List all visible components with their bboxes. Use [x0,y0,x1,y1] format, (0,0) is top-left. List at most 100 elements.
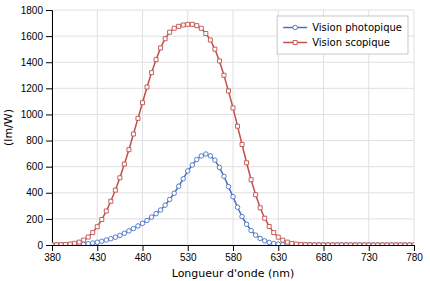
marker [326,243,331,245]
legend-marker [293,25,298,30]
tick: 780 [406,245,423,263]
marker [380,243,384,245]
marker [109,236,114,241]
marker [195,24,199,28]
grid-line [142,10,143,245]
marker [407,243,412,245]
tick-label: 1200 [21,83,44,94]
marker [176,184,181,189]
tick: 730 [361,245,378,263]
marker [64,242,68,245]
tick-label: 600 [26,161,43,172]
line [52,24,414,245]
marker [181,23,185,27]
marker [412,243,414,245]
tick: 1400 [21,57,52,68]
marker [389,243,393,245]
tick: 430 [89,245,106,263]
marker [217,165,222,170]
marker [52,243,54,245]
marker [204,32,208,36]
marker [322,243,326,245]
marker [213,47,217,51]
grid-line [52,140,414,141]
marker [253,233,258,238]
grid-line [52,114,414,115]
marker [335,243,340,245]
grid-line [52,10,414,11]
marker [403,243,408,245]
marker [236,124,240,128]
marker [376,243,380,245]
marker [167,197,172,202]
tick: 1600 [21,31,52,42]
marker [122,162,126,166]
marker [59,243,64,245]
marker [127,148,131,152]
marker [380,243,385,245]
marker [104,209,108,213]
marker [258,206,262,210]
marker [244,222,249,227]
marker [140,221,145,226]
marker [362,243,366,245]
marker [317,243,322,245]
marker [145,85,149,89]
tick-label: 680 [316,252,333,263]
marker [353,243,358,245]
marker [331,243,335,245]
tick-mark [46,10,52,11]
grid-line [52,166,414,167]
plot: 3804304805305806306807307800200400600800… [21,5,424,263]
marker [321,243,326,245]
tick: 400 [26,187,52,198]
marker [213,158,218,163]
legend-box [277,16,408,54]
tick-label: 430 [89,252,106,263]
chart: 3804304805305806306807307800200400600800… [0,0,430,281]
tick-label: 0 [37,240,43,251]
tick-mark [46,88,52,89]
marker [267,224,271,228]
marker [407,243,411,245]
marker [294,243,299,245]
marker [181,177,186,182]
marker [122,231,127,236]
legend-label: Vision scopique [312,37,390,48]
tick: 1000 [21,109,52,120]
tick-label: 400 [26,187,43,198]
tick-mark [369,245,370,251]
marker [100,239,105,244]
tick: 1200 [21,83,52,94]
marker [308,243,312,245]
marker [344,243,348,245]
marker [186,22,190,26]
marker [104,238,109,243]
marker [308,243,313,245]
y-axis: 020040060080010001200140016001800 [21,5,53,251]
tick: 380 [44,245,61,263]
grid-line [52,192,414,193]
tick-mark [46,36,52,37]
marker [136,224,141,229]
marker [131,132,135,136]
marker [303,243,308,245]
marker [249,228,254,233]
marker [68,243,73,245]
marker [90,241,95,245]
marker [159,46,163,50]
marker [403,243,407,245]
tick-mark [46,193,52,194]
grid-line [187,10,188,245]
marker [168,30,172,34]
grid [52,10,414,245]
marker [353,243,357,245]
marker [276,242,281,245]
marker [249,178,253,182]
tick: 0 [37,240,52,251]
tick-label: 630 [270,252,287,263]
marker [348,243,353,245]
marker [141,101,145,105]
tick-mark [278,245,279,251]
marker [254,193,258,197]
